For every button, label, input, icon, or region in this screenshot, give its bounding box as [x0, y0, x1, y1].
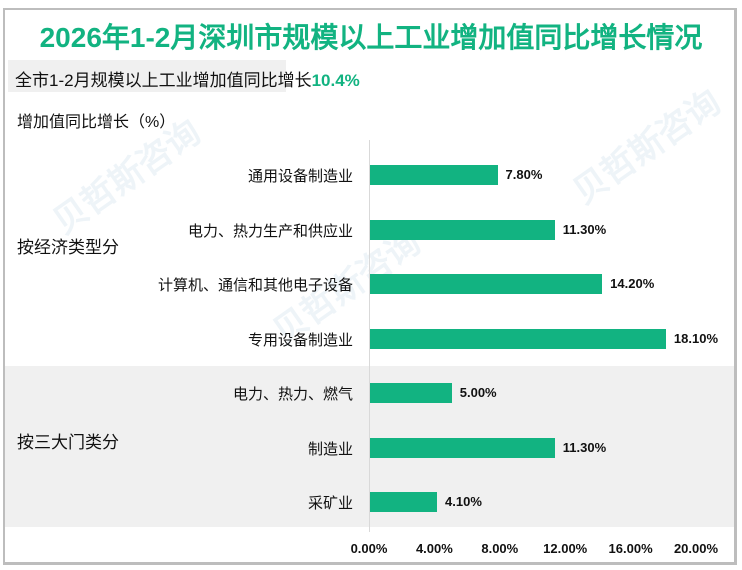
bar: [370, 220, 555, 240]
x-tick-label: 4.00%: [415, 541, 453, 556]
data-label: 18.10%: [673, 331, 719, 346]
bar: [370, 329, 666, 349]
data-label: 11.30%: [562, 222, 607, 237]
data-label: 11.30%: [562, 440, 607, 455]
subtitle-text: 全市1-2月规模以上工业增加值同比增长: [15, 71, 312, 90]
x-tick-label: 16.00%: [608, 541, 653, 556]
subtitle-highlight: 10.4%: [311, 71, 360, 90]
category-label: 专用设备制造业: [247, 332, 353, 349]
x-tick-label: 8.00%: [481, 541, 519, 556]
data-label: 5.00%: [459, 385, 497, 400]
bar: [370, 274, 603, 294]
category-label: 电力、热力、燃气: [232, 386, 353, 403]
category-label: 采矿业: [307, 495, 353, 512]
x-tick-label: 12.00%: [543, 541, 588, 556]
bar: [370, 165, 498, 185]
chart-title: 2026年1-2月深圳市规模以上工业增加值同比增长情况: [39, 22, 703, 53]
chart-frame: [3, 8, 737, 565]
group-label: 按经济类型分: [17, 238, 119, 257]
category-label: 计算机、通信和其他电子设备: [157, 277, 353, 294]
group-label: 按三大门类分: [17, 433, 119, 452]
bar: [370, 438, 555, 458]
y-axis-line: [369, 140, 370, 532]
y-axis-label: 增加值同比增长（%）: [17, 114, 176, 131]
category-label: 电力、热力生产和供应业: [187, 223, 353, 240]
bar: [370, 492, 438, 512]
category-label: 通用设备制造业: [247, 168, 353, 185]
x-tick-label: 20.00%: [673, 541, 719, 556]
data-label: 7.80%: [505, 167, 543, 182]
bar: [370, 383, 452, 403]
subtitle-box: [8, 60, 286, 92]
data-label: 4.10%: [445, 494, 482, 509]
x-tick-label: 0.00%: [350, 541, 388, 556]
category-label: 制造业: [307, 441, 353, 458]
data-label: 14.20%: [610, 276, 655, 291]
subtitle: 全市1-2月规模以上工业增加值同比增长10.4%: [15, 66, 360, 91]
